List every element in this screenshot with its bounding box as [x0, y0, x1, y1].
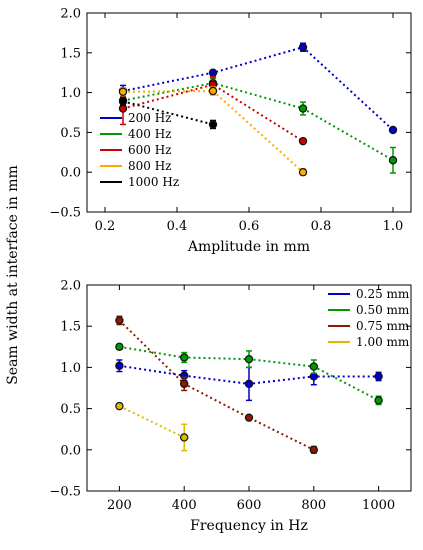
x-tick-label: 1.0 [383, 219, 404, 234]
x-tick-label: 1000 [362, 498, 395, 513]
x-tick-label: 0.2 [95, 219, 116, 234]
shared-y-axis-label: Seam width at interface in mm [5, 165, 21, 385]
legend-label: 1000 Hz [128, 175, 179, 189]
y-tick-label: 2.0 [60, 279, 81, 294]
y-tick-label: −0.5 [49, 206, 81, 221]
y-tick-label: 0.5 [60, 402, 81, 417]
legend-label: 0.25 mm [356, 287, 410, 301]
data-point [374, 372, 383, 381]
legend-label: 0.75 mm [356, 319, 410, 333]
x-tick-label: 200 [107, 498, 132, 513]
y-tick-label: 2.0 [60, 7, 81, 22]
series-line [122, 82, 394, 162]
data-point [244, 379, 254, 389]
x-axis-label: Amplitude in mm [187, 239, 310, 255]
series [118, 96, 218, 130]
x-tick-label: 0.8 [311, 219, 332, 234]
data-point [208, 120, 218, 129]
series-line [122, 46, 394, 131]
series [115, 342, 383, 406]
data-point [309, 445, 318, 454]
data-point [208, 86, 218, 96]
data-point [208, 68, 218, 77]
y-tick-label: 1.5 [60, 320, 81, 335]
data-point [298, 167, 308, 177]
series-line [118, 405, 185, 439]
data-point [179, 379, 189, 389]
y-tick-label: 1.0 [60, 86, 81, 101]
legend: 200 Hz 400 Hz 600 Hz 800 Hz 1000 Hz [100, 111, 179, 189]
data-point [388, 125, 398, 135]
y-tick-label: 0.0 [60, 166, 81, 181]
data-point [115, 401, 124, 411]
y-tick-label: 1.5 [60, 46, 81, 61]
data-point [298, 136, 308, 146]
legend-label: 1.00 mm [356, 335, 410, 349]
legend-label: 200 Hz [128, 111, 172, 125]
x-axis-label: Frequency in Hz [190, 518, 308, 534]
y-tick-label: 0.0 [60, 443, 81, 458]
series-line [122, 100, 214, 126]
top-chart: 0.2 0.4 0.6 0.8 1.0 −0.5 0.0 0.5 1.0 1.5 2.0 Amplit… [49, 7, 412, 255]
legend-label: 0.50 mm [356, 303, 410, 317]
data-point [179, 433, 189, 442]
x-tick-label: 0.4 [167, 219, 188, 234]
data-point [179, 353, 189, 362]
data-point [115, 316, 124, 325]
data-point [388, 156, 398, 165]
series-line [122, 83, 304, 143]
data-point [244, 354, 254, 364]
data-point [244, 413, 254, 422]
y-tick-label: −0.5 [49, 485, 81, 500]
x-tick-label: 400 [172, 498, 197, 513]
legend-label: 800 Hz [128, 159, 172, 173]
bottom-chart: 200 400 600 800 1000 −0.5 0.0 0.5 1.0 1.5 2.0 Frequ… [49, 279, 412, 534]
y-tick-label: 0.5 [60, 126, 81, 141]
data-point [118, 87, 128, 97]
series-line [118, 319, 315, 451]
x-tick-label: 800 [301, 498, 326, 513]
data-point [118, 97, 128, 106]
data-point [309, 372, 318, 381]
data-point [374, 396, 383, 405]
legend-label: 400 Hz [128, 127, 172, 141]
legend-label: 600 Hz [128, 143, 172, 157]
series [118, 86, 308, 177]
x-tick-label: 0.6 [239, 219, 260, 234]
data-point [298, 43, 308, 52]
x-tick-label: 600 [237, 498, 262, 513]
y-tick-label: 1.0 [60, 361, 81, 376]
legend: 0.25 mm 0.50 mm 0.75 mm 1.00 mm [328, 287, 410, 349]
data-point [115, 361, 124, 370]
data-point [115, 342, 124, 351]
data-point [298, 104, 308, 113]
series [115, 315, 318, 454]
series [115, 401, 189, 452]
data-point [309, 362, 318, 371]
